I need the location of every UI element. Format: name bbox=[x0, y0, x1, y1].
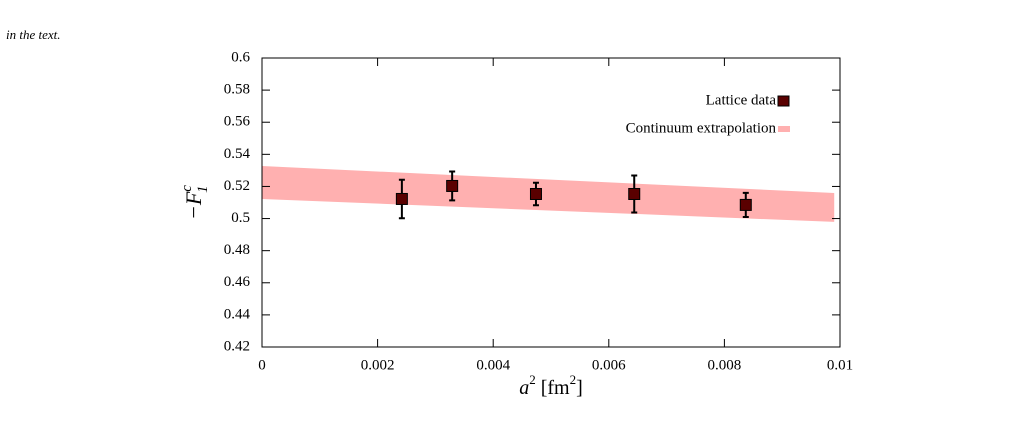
x-axis-label-part: a bbox=[519, 377, 529, 399]
y-tick-label: 0.5 bbox=[231, 210, 250, 226]
data-point bbox=[446, 179, 459, 192]
x-tick-label: 0.004 bbox=[476, 357, 510, 373]
data-point bbox=[529, 187, 542, 200]
band bbox=[262, 166, 835, 222]
y-axis-label: −Fc1 bbox=[179, 185, 211, 220]
y-tick-label: 0.48 bbox=[224, 242, 250, 258]
data-point bbox=[395, 192, 408, 205]
x-tick-label: 0.006 bbox=[592, 357, 626, 373]
y-axis-label-sub: 1 bbox=[195, 186, 211, 194]
y-tick-label: 0.54 bbox=[224, 146, 251, 162]
y-tick-label: 0.44 bbox=[224, 306, 251, 322]
y-tick-label: 0.52 bbox=[224, 178, 250, 194]
x-axis-label-part: ] bbox=[576, 377, 583, 399]
y-tick-label: 0.58 bbox=[224, 82, 250, 98]
x-axis-label: a2 [fm2] bbox=[519, 372, 583, 399]
y-tick-label: 0.42 bbox=[224, 338, 250, 354]
x-axis-label-part: 2 bbox=[570, 372, 577, 387]
legend-swatch bbox=[778, 126, 790, 132]
x-tick-label: 0.002 bbox=[361, 357, 395, 373]
y-tick-label: 0.56 bbox=[224, 114, 251, 130]
data-point bbox=[628, 187, 641, 200]
x-tick-label: 0.008 bbox=[708, 357, 742, 373]
y-tick-label: 0.46 bbox=[224, 274, 251, 290]
caption: in the text. bbox=[6, 27, 61, 42]
legend-marker bbox=[777, 95, 790, 107]
data-point bbox=[739, 198, 752, 211]
x-axis-label-part: [fm bbox=[536, 377, 570, 399]
x-axis-label-part: 2 bbox=[529, 372, 536, 387]
y-tick-label: 0.6 bbox=[231, 49, 250, 65]
plot-frame bbox=[261, 57, 841, 348]
y-axis-label-sup: c bbox=[179, 185, 195, 192]
x-tick-label: 0 bbox=[258, 357, 266, 373]
y-axis-label-base: −F bbox=[181, 191, 206, 220]
x-tick-label: 0.01 bbox=[827, 357, 853, 373]
legend-label: Continuum extrapolation bbox=[626, 120, 777, 136]
legend-label: Lattice data bbox=[706, 92, 777, 108]
